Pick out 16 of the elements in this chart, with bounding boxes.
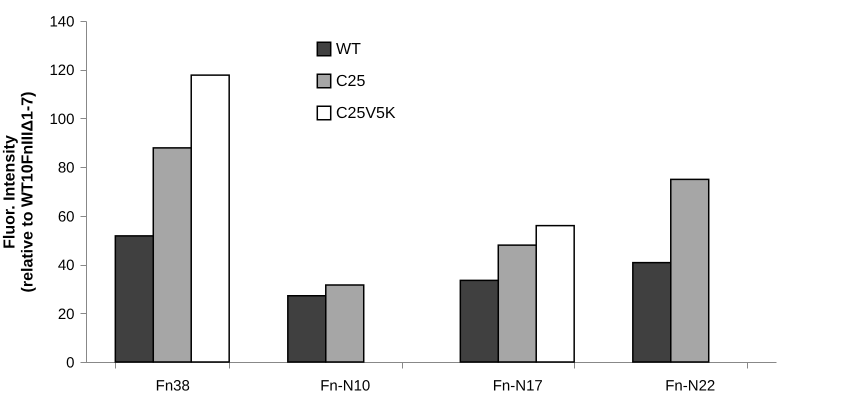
x-tick-label: Fn-N10: [320, 378, 370, 394]
y-tick-label: 20: [58, 306, 74, 323]
y-tick-label: 60: [58, 208, 74, 226]
legend-label: WT: [336, 41, 362, 58]
y-tick-label: 120: [49, 62, 74, 80]
x-tick-label: Fn-N17: [492, 378, 543, 394]
legend-label: C25V5K: [336, 105, 396, 122]
y-tick-label: 40: [58, 257, 74, 274]
x-tick-label: Fn-N22: [665, 378, 716, 394]
x-tick-label: Fn38: [156, 378, 190, 394]
y-tick-label: 0: [66, 354, 74, 372]
y-tick-label: 140: [49, 14, 74, 30]
y-tick-label: 80: [58, 160, 74, 177]
y-axis-title: Fluor. Intensity (relative to WT10FnIIIΔ1-7): [1, 92, 36, 292]
y-tick-label: 100: [49, 110, 74, 128]
legend-label: C25: [336, 73, 366, 90]
